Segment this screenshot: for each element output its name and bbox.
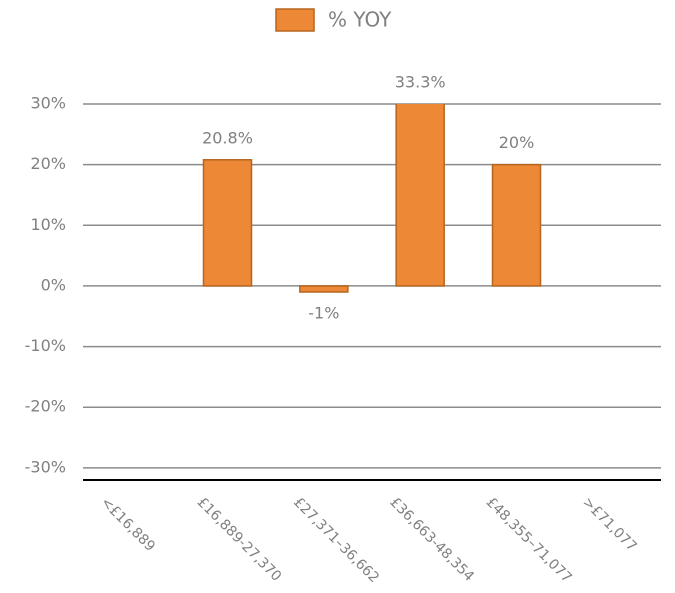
x-tick-label: <£16,889 — [98, 494, 159, 555]
bars — [202, 104, 542, 293]
y-tick-label: -20% — [25, 397, 66, 416]
legend-swatch — [275, 8, 315, 32]
data-label: 20.8% — [202, 128, 253, 147]
y-tick-label: 10% — [30, 215, 66, 234]
y-tick-label: 30% — [30, 94, 66, 113]
y-tick-label: 20% — [30, 154, 66, 173]
bar — [202, 159, 253, 287]
bar — [491, 163, 542, 287]
x-tick-label: £16,889-27,370 — [194, 494, 284, 584]
x-tick-label: £48,355–71,077 — [483, 494, 575, 586]
y-tick-label: -30% — [25, 457, 66, 476]
y-tick-label: 0% — [41, 275, 66, 294]
data-label: -1% — [308, 304, 339, 323]
x-tick-label: >£71,077 — [579, 494, 640, 555]
x-tick-label: £36,663-48,354 — [387, 494, 478, 585]
legend-label: % YOY — [328, 8, 392, 32]
bar — [299, 285, 349, 293]
bar — [395, 104, 445, 287]
data-label: 33.3% — [395, 73, 446, 92]
x-tick-label: £27,371–36,662 — [290, 494, 382, 586]
data-label: 20% — [499, 133, 535, 152]
y-tick-label: -10% — [25, 336, 66, 355]
